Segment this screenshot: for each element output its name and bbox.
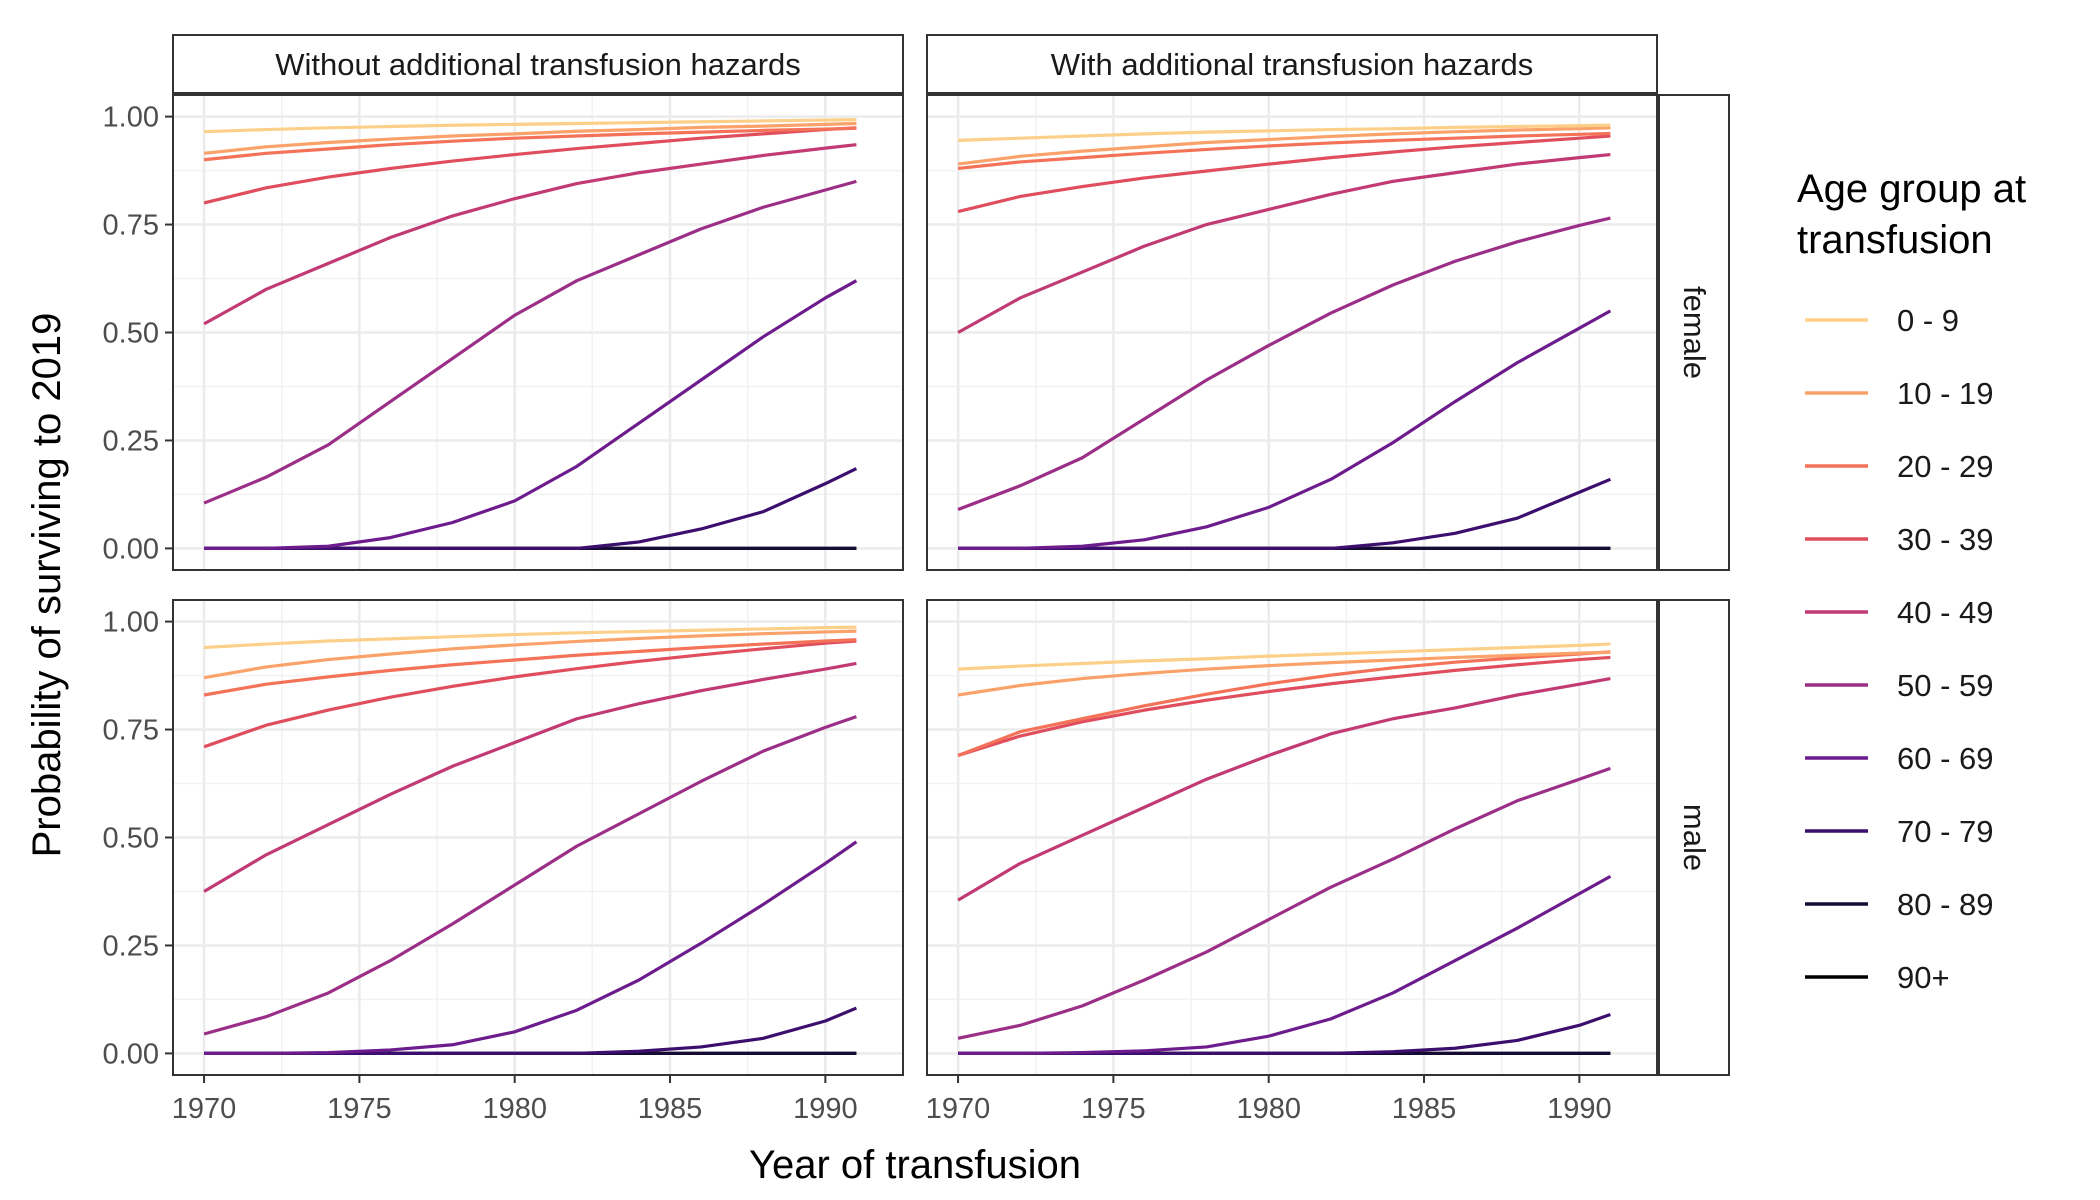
series-line-60-69 — [958, 874, 1612, 1056]
facet-strip-label-row-0: female — [1677, 286, 1712, 379]
x-tick-label-1980: 1980 — [1236, 1093, 1301, 1125]
panels-layer: Without additional transfusion hazards Wi… — [103, 34, 1730, 1125]
x-tick-label-1975: 1975 — [327, 1093, 392, 1125]
legend-item-20-29: 20 - 29 — [1805, 449, 1994, 484]
series-line-50-59 — [957, 766, 1611, 1040]
facet-strip-col-1 — [926, 34, 1658, 94]
legend: Age group at transfusion 0 - 9 10 - 19 20 … — [1797, 167, 2026, 995]
legend-item-0-9: 0 - 9 — [1805, 303, 1959, 338]
legend-item-70-79: 70 - 79 — [1805, 814, 1994, 849]
x-tick-label-1970: 1970 — [172, 1093, 237, 1125]
legend-item-50-59: 50 - 59 — [1805, 668, 1994, 703]
y-tick-label-1.00: 1.00 — [103, 607, 159, 639]
series-line-30-39 — [957, 134, 1611, 214]
legend-item-40-49: 40 - 49 — [1805, 595, 1994, 630]
series-line-20-29 — [203, 126, 857, 162]
y-tick-label-0.75: 0.75 — [103, 210, 159, 242]
series-line-60-69 — [958, 309, 1612, 551]
facet-strip-label-col-1: With additional transfusion hazards — [1051, 47, 1533, 82]
series-line-0-9 — [203, 625, 857, 650]
legend-label: 20 - 29 — [1897, 449, 1994, 484]
y-tick-label-0.25: 0.25 — [103, 425, 159, 457]
legend-label: 10 - 19 — [1897, 376, 1994, 411]
panel-with-additional-transfusion-hazards-male: 1970 1975 1980 1985 1990 — [926, 599, 1658, 1125]
legend-title-line-2: transfusion — [1797, 218, 1993, 262]
y-tick-label-1.00: 1.00 — [103, 102, 159, 134]
panel-with-additional-transfusion-hazards-female — [926, 94, 1658, 571]
y-tick-label-0.25: 0.25 — [103, 930, 159, 962]
facet-strip-row-1 — [1658, 599, 1730, 1076]
series-line-10-19 — [957, 126, 1611, 166]
legend-label: 60 - 69 — [1897, 741, 1994, 776]
legend-item-30-39: 30 - 39 — [1805, 522, 1994, 557]
series-line-70-79 — [958, 477, 1612, 551]
facet-strip-label-row-1: male — [1677, 804, 1712, 871]
series-line-40-49 — [957, 677, 1611, 902]
series-line-20-29 — [203, 638, 857, 697]
series-line-0-9 — [958, 123, 1611, 142]
x-tick-label-1985: 1985 — [1392, 1093, 1457, 1125]
legend-label: 40 - 49 — [1897, 595, 1994, 630]
series-line-10-19 — [957, 650, 1611, 697]
series-line-70-79 — [204, 467, 858, 551]
y-tick-label-0.00: 0.00 — [103, 1038, 159, 1070]
series-line-0-9 — [957, 642, 1611, 671]
x-tick-label-1980: 1980 — [482, 1093, 547, 1125]
series-line-50-59 — [957, 216, 1611, 512]
series-line-10-19 — [203, 629, 857, 680]
facet-strip-col-0 — [172, 34, 904, 94]
series-line-40-49 — [957, 152, 1611, 334]
series-line-40-49 — [203, 661, 857, 893]
legend-label: 30 - 39 — [1897, 522, 1994, 557]
legend-item-10-19: 10 - 19 — [1805, 376, 1994, 411]
y-tick-label-0.50: 0.50 — [103, 318, 159, 350]
x-tick-label-1985: 1985 — [638, 1093, 703, 1125]
series-line-20-29 — [957, 131, 1611, 171]
series-line-20-29 — [957, 650, 1611, 757]
panel-without-additional-transfusion-hazards-male: 0.00 0.25 0.50 0.75 1.00 1970 1975 1980 1985 1990 — [103, 599, 904, 1125]
series-line-60-69 — [204, 840, 858, 1056]
x-tick-label-1990: 1990 — [793, 1093, 858, 1125]
panel-border — [926, 599, 1658, 1076]
legend-title-line-1: Age group at — [1797, 167, 2026, 211]
y-tick-label-0.75: 0.75 — [103, 715, 159, 747]
legend-label: 90+ — [1897, 960, 1950, 995]
series-line-40-49 — [203, 143, 857, 326]
series-line-10-19 — [203, 121, 857, 155]
series-line-60-69 — [204, 279, 858, 551]
legend-label: 70 - 79 — [1897, 814, 1994, 849]
legend-label: 80 - 89 — [1897, 887, 1994, 922]
series-line-30-39 — [203, 126, 857, 205]
x-tick-label-1975: 1975 — [1081, 1093, 1146, 1125]
series-line-50-59 — [203, 715, 857, 1036]
facet-strip-row-0 — [1658, 94, 1730, 571]
facet-strip-label-col-0: Without additional transfusion hazards — [275, 47, 801, 82]
legend-item-80-89: 80 - 89 — [1805, 887, 1994, 922]
series-line-0-9 — [204, 118, 857, 134]
legend-label: 0 - 9 — [1897, 303, 1959, 338]
x-tick-label-1990: 1990 — [1547, 1093, 1612, 1125]
series-line-30-39 — [957, 655, 1611, 757]
y-tick-label-0.50: 0.50 — [103, 823, 159, 855]
legend-item-90: 90+ — [1805, 960, 1950, 995]
x-tick-label-1970: 1970 — [926, 1093, 991, 1125]
legend-item-60-69: 60 - 69 — [1805, 741, 1994, 776]
series-line-30-39 — [203, 639, 857, 749]
legend-items: 0 - 9 10 - 19 20 - 29 30 - 39 40 - 49 50 - 59… — [1805, 303, 1994, 995]
x-axis-title: Year of transfusion — [749, 1143, 1081, 1187]
panel-without-additional-transfusion-hazards-female: 0.00 0.25 0.50 0.75 1.00 — [103, 94, 904, 571]
panel-border — [926, 94, 1658, 571]
legend-label: 50 - 59 — [1897, 668, 1994, 703]
series-line-50-59 — [203, 179, 857, 505]
y-axis-title: Probability of surviving to 2019 — [25, 313, 69, 858]
y-tick-label-0.00: 0.00 — [103, 533, 159, 565]
